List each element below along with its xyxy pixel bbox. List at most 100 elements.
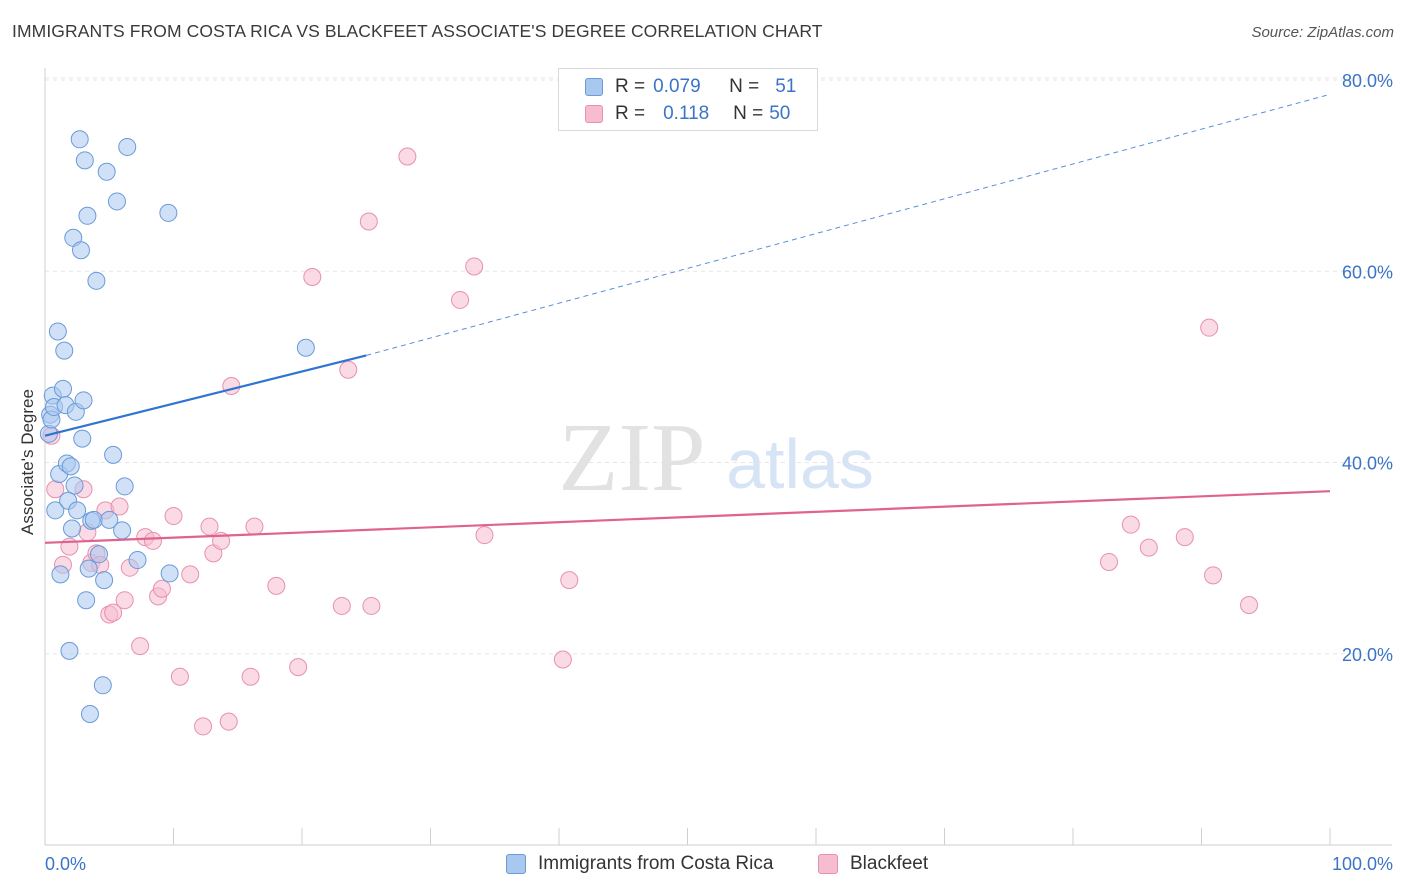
blackfeet-point bbox=[289, 658, 308, 677]
x-tick-labels: 0.0% 100.0% bbox=[45, 854, 1393, 874]
blackfeet-point bbox=[241, 667, 260, 686]
costa-rica-point bbox=[53, 379, 72, 398]
costa-rica-point bbox=[70, 130, 89, 149]
blackfeet-point bbox=[1139, 538, 1158, 557]
blackfeet-point bbox=[131, 637, 150, 656]
costa-rica-point bbox=[89, 545, 108, 564]
blackfeet-point bbox=[164, 507, 183, 526]
blackfeet-point bbox=[303, 267, 322, 286]
blackfeet-point bbox=[1240, 595, 1259, 614]
y-tick-label: 20.0% bbox=[1342, 645, 1393, 665]
bottom-legend-label: Immigrants from Costa Rica bbox=[538, 853, 774, 874]
costa-rica-point bbox=[48, 322, 67, 341]
blackfeet-point bbox=[553, 650, 572, 669]
watermark: ZIP atlas bbox=[559, 404, 874, 512]
costa-rica-point bbox=[74, 391, 93, 410]
costa-rica-point bbox=[71, 241, 90, 260]
blackfeet-point bbox=[339, 360, 358, 379]
blackfeet-point bbox=[398, 147, 417, 166]
blackfeet-point bbox=[1121, 515, 1140, 534]
costa-rica-point bbox=[51, 565, 70, 584]
blackfeet-point bbox=[200, 517, 219, 536]
costa-rica-trendline bbox=[44, 354, 367, 437]
blackfeet-point bbox=[170, 667, 189, 686]
legend-row-blackfeet: R = 0.118 N = 50 bbox=[559, 101, 790, 127]
blackfeet-point bbox=[152, 579, 171, 598]
costa-rica-point bbox=[118, 137, 137, 156]
blackfeet-point bbox=[194, 717, 213, 736]
bottom-legend-costa-rica: Immigrants from Costa Rica bbox=[506, 852, 773, 876]
bottom-legend-label: Blackfeet bbox=[850, 853, 929, 874]
y-axis-label: Associate's Degree bbox=[18, 389, 37, 535]
blackfeet-point bbox=[267, 576, 286, 595]
y-tick-labels: 20.0% 40.0% 60.0% 80.0% bbox=[1342, 71, 1393, 665]
legend-swatch-pink bbox=[585, 105, 603, 123]
costa-rica-point bbox=[75, 151, 94, 170]
costa-rica-point bbox=[100, 510, 119, 529]
costa-rica-point bbox=[87, 271, 106, 290]
blackfeet-trendline bbox=[44, 490, 1331, 544]
blackfeet-point bbox=[475, 526, 494, 545]
x-tick-label-start: 0.0% bbox=[45, 854, 86, 874]
costa-rica-point bbox=[115, 477, 134, 496]
costa-rica-point bbox=[65, 476, 84, 495]
stats-legend: R = 0.079 N = 51 R = 0.118 N = 50 bbox=[558, 68, 818, 131]
blackfeet-point bbox=[115, 591, 134, 610]
costa-rica-point bbox=[159, 203, 178, 222]
bottom-legend-blackfeet: Blackfeet bbox=[818, 852, 928, 876]
blackfeet-points bbox=[42, 147, 1259, 736]
costa-rica-point bbox=[55, 341, 74, 360]
costa-rica-point bbox=[77, 591, 96, 610]
legend-r-value: 0.118 bbox=[663, 103, 710, 124]
trendlines bbox=[44, 93, 1331, 544]
costa-rica-point bbox=[46, 501, 65, 520]
costa-rica-point bbox=[80, 704, 99, 723]
costa-rica-point bbox=[128, 551, 147, 570]
blackfeet-point bbox=[104, 603, 123, 622]
blackfeet-point bbox=[359, 212, 378, 231]
costa-rica-point bbox=[296, 338, 315, 357]
costa-rica-point bbox=[61, 457, 80, 476]
blackfeet-point bbox=[143, 531, 162, 550]
watermark-atlas: atlas bbox=[726, 425, 874, 503]
costa-rica-point bbox=[60, 641, 79, 660]
legend-row-costa-rica: R = 0.079 N = 51 bbox=[559, 74, 796, 100]
blackfeet-point bbox=[222, 377, 241, 395]
blackfeet-point bbox=[181, 565, 200, 584]
blackfeet-point bbox=[110, 497, 129, 516]
bottom-legend-swatch-pink bbox=[818, 854, 838, 874]
legend-n-label: N = bbox=[729, 76, 760, 97]
y-tick-label: 60.0% bbox=[1342, 262, 1393, 282]
blackfeet-point bbox=[1204, 566, 1223, 585]
y-tick-label: 80.0% bbox=[1342, 71, 1393, 91]
costa-rica-trendline-extension bbox=[366, 93, 1331, 356]
blackfeet-point bbox=[332, 596, 351, 615]
chart-title: IMMIGRANTS FROM COSTA RICA VS BLACKFEET … bbox=[12, 21, 823, 41]
axes bbox=[44, 68, 1392, 846]
legend-r-label: R = bbox=[615, 103, 646, 124]
costa-rica-point bbox=[93, 676, 112, 695]
source-credit: Source: ZipAtlas.com bbox=[1251, 24, 1394, 41]
blackfeet-point bbox=[362, 596, 381, 615]
costa-rica-point bbox=[78, 206, 97, 225]
costa-rica-point bbox=[104, 445, 123, 464]
legend-r-value: 0.079 bbox=[653, 76, 701, 97]
blackfeet-point bbox=[219, 712, 238, 731]
costa-rica-point bbox=[73, 429, 92, 448]
gridlines bbox=[45, 77, 1392, 655]
blackfeet-point bbox=[560, 571, 579, 590]
costa-rica-point bbox=[160, 564, 179, 583]
costa-rica-point bbox=[68, 501, 87, 520]
legend-n-label: N = bbox=[733, 103, 764, 124]
costa-rica-point bbox=[113, 521, 132, 540]
watermark-zip: ZIP bbox=[559, 404, 706, 512]
costa-rica-point bbox=[95, 571, 114, 590]
blackfeet-point bbox=[245, 517, 264, 536]
blackfeet-point bbox=[465, 257, 484, 276]
blackfeet-point bbox=[1175, 528, 1194, 547]
legend-swatch-blue bbox=[585, 78, 603, 96]
costa-rica-point bbox=[84, 510, 103, 529]
bottom-legend-swatch-blue bbox=[506, 854, 526, 874]
x-tick-label-end: 100.0% bbox=[1332, 854, 1393, 874]
